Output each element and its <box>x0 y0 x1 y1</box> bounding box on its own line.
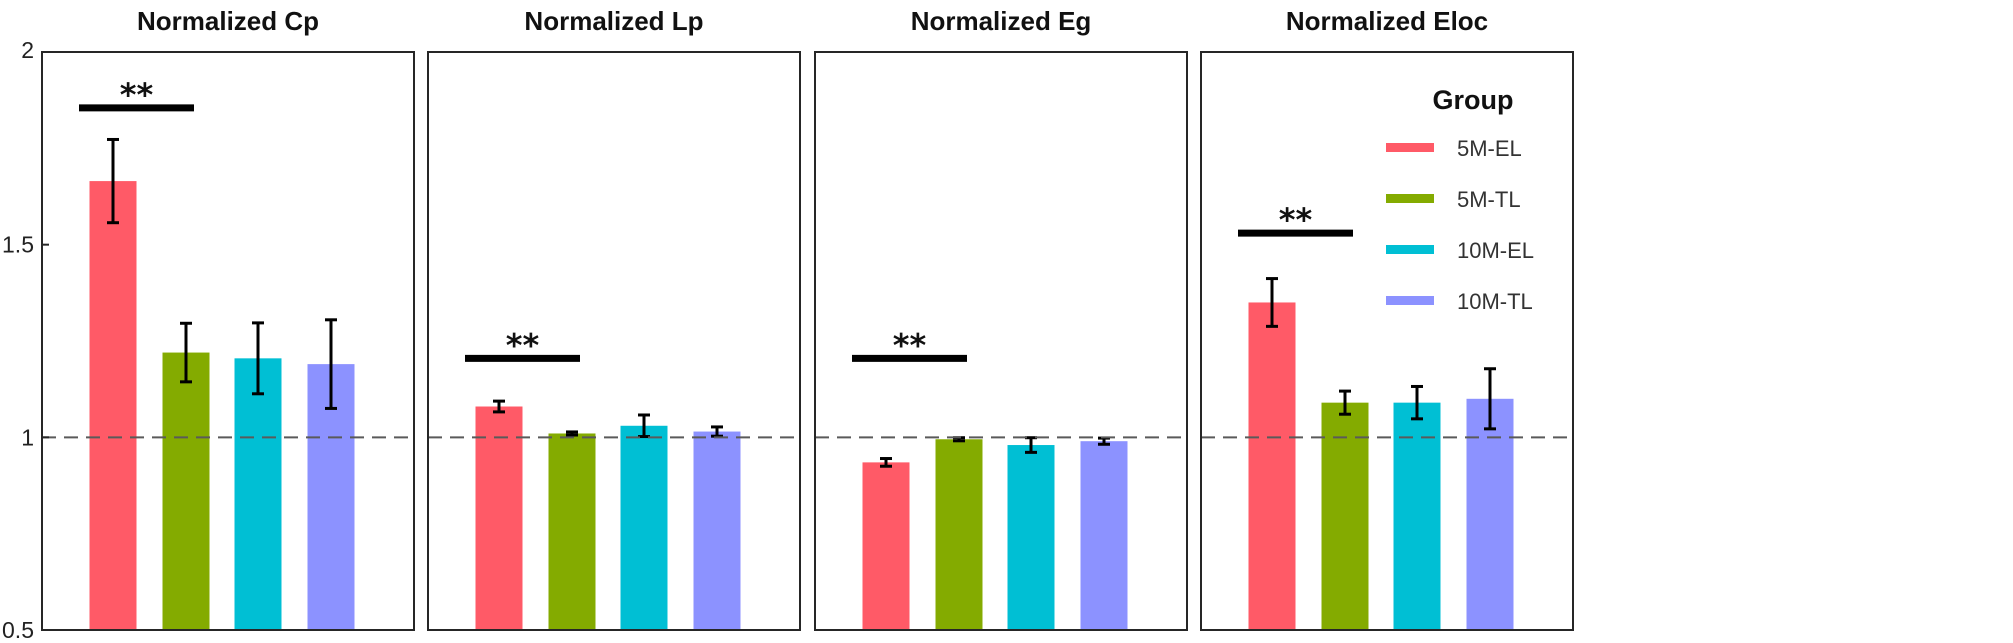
panel-frame-normalized-cp <box>41 51 415 631</box>
bar-normalized-cp-10m-el <box>234 358 282 630</box>
bar-normalized-eloc-5m-tl <box>1321 402 1369 630</box>
panel-title-normalized-eloc: Normalized Eloc <box>1286 6 1488 36</box>
bar-normalized-lp-5m-el <box>475 406 523 630</box>
legend-label-10m-el: 10M-EL <box>1457 238 1534 263</box>
bar-normalized-eg-10m-tl <box>1080 441 1128 630</box>
bar-normalized-lp-10m-el <box>620 425 668 630</box>
bar-normalized-eloc-10m-tl <box>1466 398 1514 630</box>
y-tick-label-0: 0.5 <box>2 617 34 643</box>
panel-title-normalized-cp: Normalized Cp <box>137 6 319 36</box>
legend-label-5m-tl: 5M-TL <box>1457 187 1521 212</box>
panel-frame-normalized-lp <box>427 51 801 631</box>
y-tick-label-1: 1 <box>21 424 34 450</box>
bar-normalized-eg-5m-el <box>862 462 910 630</box>
significance-label-normalized-lp: ** <box>506 326 540 364</box>
legend-swatch-10m-tl <box>1386 296 1434 305</box>
legend-swatch-5m-el <box>1386 143 1434 152</box>
bar-normalized-lp-10m-tl <box>693 431 741 630</box>
legend-label-5m-el: 5M-EL <box>1457 136 1522 161</box>
panel-frame-normalized-eg <box>814 51 1188 631</box>
panel-frame-normalized-eloc <box>1200 51 1574 631</box>
panel-title-normalized-lp: Normalized Lp <box>524 6 703 36</box>
significance-label-normalized-eg: ** <box>893 326 927 364</box>
bar-normalized-cp-5m-el <box>89 181 137 630</box>
bar-normalized-eg-5m-tl <box>935 439 983 630</box>
bar-normalized-eloc-5m-el <box>1248 302 1296 630</box>
legend-swatch-10m-el <box>1386 245 1434 254</box>
y-tick-label-3: 2 <box>21 37 34 63</box>
legend-title: Group <box>1433 85 1514 115</box>
bar-normalized-eg-10m-el <box>1007 445 1055 630</box>
significance-label-normalized-cp: ** <box>120 76 154 114</box>
y-tick-label-2: 1.5 <box>2 232 34 258</box>
legend-swatch-5m-tl <box>1386 194 1434 203</box>
panel-title-normalized-eg: Normalized Eg <box>911 6 1092 36</box>
legend-label-10m-tl: 10M-TL <box>1457 289 1533 314</box>
bar-normalized-lp-5m-tl <box>548 433 596 630</box>
bar-normalized-cp-5m-tl <box>162 352 210 630</box>
significance-label-normalized-eloc: ** <box>1279 201 1313 239</box>
bar-normalized-eloc-10m-el <box>1393 402 1441 630</box>
